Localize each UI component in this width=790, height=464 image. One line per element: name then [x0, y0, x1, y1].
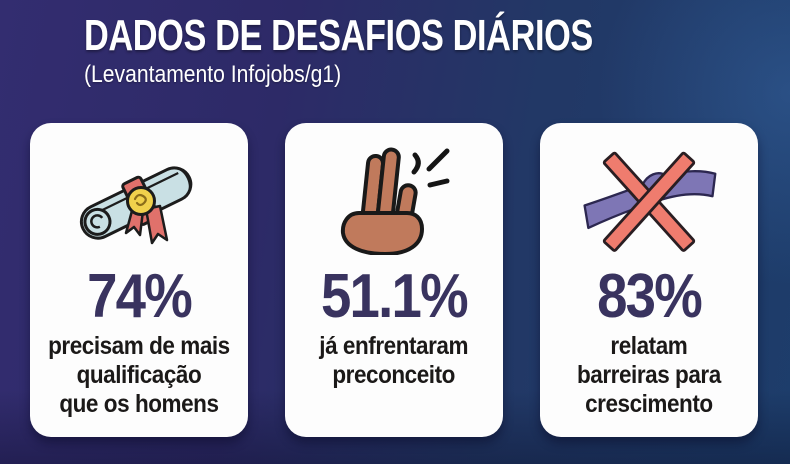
stat-percent: 51.1%	[321, 262, 469, 331]
stat-description: já enfrentaram preconceito	[319, 332, 469, 389]
stat-percent: 74%	[87, 262, 193, 331]
stat-percent: 83%	[597, 262, 703, 331]
page-title: DADOS DE DESAFIOS DIÁRIOS	[84, 11, 593, 60]
stat-card-prejudice: 51.1% já enfrentaram preconceito	[285, 123, 503, 437]
stat-description: relatam barreiras para crescimento	[577, 332, 721, 418]
finger-snap-icon	[329, 137, 459, 261]
diploma-icon	[73, 137, 205, 261]
stat-cards-row: 74% precisam de mais qualificação que os…	[30, 123, 758, 437]
crossed-out-barrier-icon	[579, 137, 719, 261]
page-subtitle: (Levantamento Infojobs/g1)	[84, 61, 342, 89]
stat-card-qualification: 74% precisam de mais qualificação que os…	[30, 123, 248, 437]
stat-card-barriers: 83% relatam barreiras para crescimento	[540, 123, 758, 437]
header: DADOS DE DESAFIOS DIÁRIOS (Levantamento …	[0, 0, 790, 89]
stat-description: precisam de mais qualificação que os hom…	[48, 332, 230, 418]
